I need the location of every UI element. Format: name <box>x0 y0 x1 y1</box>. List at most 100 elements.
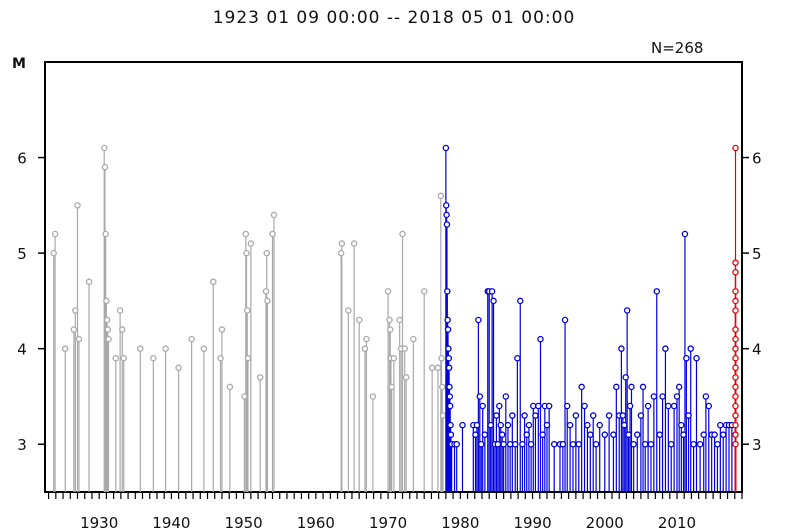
data-point <box>732 288 739 295</box>
data-point <box>705 402 713 410</box>
data-point <box>502 393 510 400</box>
data-point <box>575 440 583 448</box>
data-point <box>732 354 739 362</box>
data-point <box>545 402 553 410</box>
data-point <box>550 440 558 448</box>
data-point <box>443 211 450 219</box>
data-point <box>628 383 635 391</box>
data-point <box>667 440 675 448</box>
data-point <box>659 393 666 400</box>
data-point <box>653 288 661 295</box>
data-point <box>104 326 112 333</box>
data-point <box>639 383 647 391</box>
data-point <box>732 364 739 372</box>
data-point <box>475 316 482 324</box>
data-point <box>478 440 485 448</box>
data-point <box>488 288 496 295</box>
x-tick-label: 2010 <box>658 514 696 531</box>
data-point <box>561 316 569 324</box>
data-point <box>589 412 597 419</box>
x-tick-label: 1980 <box>441 514 479 531</box>
y-tick-label: 5 <box>752 245 762 263</box>
data-point <box>446 383 453 391</box>
data-point <box>732 144 739 152</box>
data-point <box>350 240 358 247</box>
data-point <box>446 393 454 400</box>
data-point <box>446 402 454 410</box>
data-point <box>428 364 436 372</box>
data-point <box>732 440 739 448</box>
data-point <box>517 297 524 305</box>
data-point <box>479 402 486 410</box>
data-point <box>434 364 442 372</box>
data-point <box>243 249 250 257</box>
data-point <box>51 230 59 238</box>
y-tick-label: 6 <box>752 150 762 168</box>
data-point <box>732 345 739 352</box>
data-point <box>623 307 631 314</box>
data-point <box>445 345 452 352</box>
data-point <box>732 326 739 333</box>
data-point <box>217 354 224 362</box>
data-point <box>439 383 446 391</box>
data-point <box>361 345 369 352</box>
data-point <box>103 297 110 305</box>
data-point <box>613 383 620 391</box>
data-point <box>386 316 393 324</box>
data-point <box>711 431 718 438</box>
data-point <box>732 412 739 419</box>
data-point <box>685 412 692 419</box>
data-point <box>445 364 453 372</box>
data-point <box>442 202 450 209</box>
data-point <box>618 345 625 352</box>
data-point <box>637 412 645 419</box>
data-point <box>622 374 629 381</box>
data-point <box>681 230 689 238</box>
data-point <box>700 431 707 438</box>
data-point <box>525 421 533 429</box>
x-tick-label: 1990 <box>513 514 551 531</box>
data-point <box>514 354 521 362</box>
data-point <box>226 383 234 391</box>
data-point <box>670 402 678 410</box>
data-point <box>490 297 497 305</box>
data-point <box>532 412 539 419</box>
data-point <box>494 440 502 448</box>
data-point <box>732 402 739 410</box>
data-point <box>390 354 398 362</box>
data-point <box>369 393 377 400</box>
data-point <box>539 431 546 438</box>
data-point <box>85 278 93 286</box>
data-point <box>262 288 270 295</box>
data-point <box>625 431 632 438</box>
data-point <box>256 374 264 381</box>
data-point <box>72 307 79 314</box>
data-point <box>241 393 248 400</box>
data-point <box>102 230 109 238</box>
data-point <box>188 335 195 343</box>
data-point <box>563 402 571 410</box>
data-point <box>119 326 126 333</box>
data-point <box>439 412 447 419</box>
data-point <box>498 431 506 438</box>
data-point <box>519 440 526 448</box>
x-tick-label: 1940 <box>152 514 190 531</box>
data-point <box>497 421 505 429</box>
data-point <box>442 144 450 152</box>
data-point <box>509 412 516 419</box>
y-axis-label: M <box>12 56 26 72</box>
data-point <box>521 412 528 419</box>
x-tick-label: 1950 <box>225 514 263 531</box>
data-point <box>386 326 394 333</box>
data-point <box>673 393 681 400</box>
data-point <box>438 354 445 362</box>
data-point <box>101 163 109 171</box>
data-point <box>401 345 408 352</box>
data-point <box>592 440 600 448</box>
data-point <box>644 402 652 410</box>
data-point <box>459 421 466 429</box>
data-point <box>437 192 445 200</box>
data-point <box>443 221 451 228</box>
data-point <box>601 431 609 438</box>
data-point <box>732 259 739 266</box>
